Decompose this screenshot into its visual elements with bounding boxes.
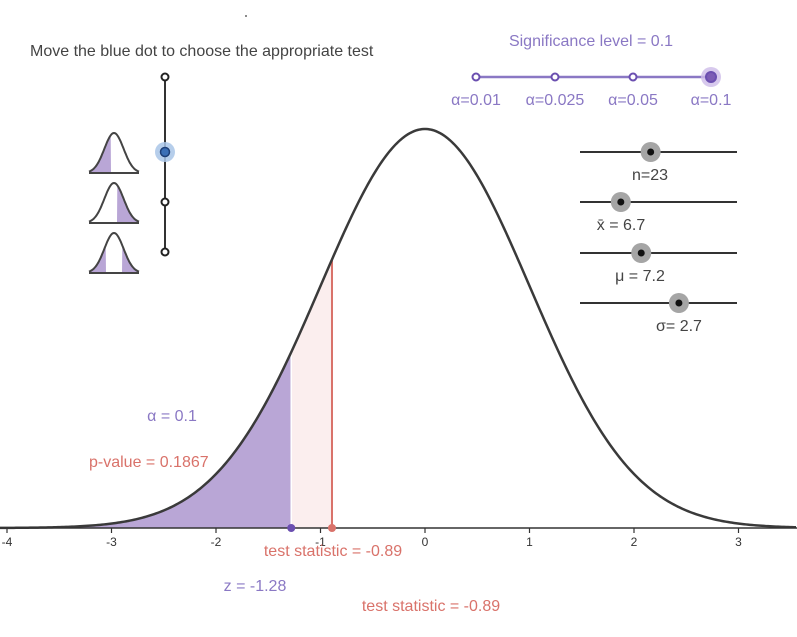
test-type-selected-dot[interactable] [159,146,171,158]
slider-knob[interactable] [617,198,625,206]
icon-shaded-tail [122,245,139,273]
significance-option-label: α=0.05 [608,92,658,109]
significance-option-point[interactable] [550,72,560,82]
slider-knob[interactable] [647,148,655,156]
x-tick-label: 2 [631,535,638,549]
slider-mu[interactable]: μ = 7.2 [580,243,737,285]
significance-option-label: α=0.1 [691,92,732,109]
test-type-option-two[interactable] [160,247,170,257]
x-tick-label: -4 [2,535,13,549]
slider-label: x̄ = 6.7 [597,217,646,234]
right-tail-curve-icon [88,181,140,224]
p-value-label: p-value = 0.1867 [89,454,209,471]
alpha-label: α = 0.1 [147,408,197,425]
x-tick-label: 3 [735,535,742,549]
test-statistic-point[interactable] [327,524,336,532]
instruction-text: Move the blue dot to choose the appropri… [30,43,374,60]
x-tick-label: -3 [106,535,117,549]
icon-curve [88,181,140,223]
significance-option-label: α=0.01 [451,92,501,109]
slider-knob[interactable] [637,249,645,257]
stray-mark [245,15,247,17]
test-type-option-right[interactable] [160,197,170,207]
alpha-region [0,352,292,528]
icon-shaded-tail [89,135,111,173]
slider-knob[interactable] [675,299,683,307]
slider-label: σ= 2.7 [656,318,702,335]
x-tick-label: -1 [315,535,326,549]
significance-option-label: α=0.025 [526,92,585,109]
icon-shaded-tail [117,185,139,223]
slider-n[interactable]: n=23 [580,142,737,184]
slider-label: n=23 [632,167,668,184]
test-statistic-axis-label: test statistic = -0.89 [264,543,402,560]
critical-value-point[interactable] [287,524,296,532]
p-value-region [291,259,332,528]
significance-slider[interactable]: α=0.01 α=0.025 α=0.05 α=0.1 [451,67,732,109]
slider-xbar[interactable]: x̄ = 6.7 [580,192,737,234]
normal-curve [0,127,797,530]
significance-option-point[interactable] [628,72,638,82]
significance-title: Significance level = 0.1 [509,33,673,50]
test-type-top-point[interactable] [160,72,170,82]
test-statistic-bottom-label: test statistic = -0.89 [362,598,500,615]
slider-label: μ = 7.2 [615,268,665,285]
icon-curve [88,131,140,173]
x-tick-label: -2 [211,535,222,549]
normal-distribution-chart: -4 -3 -2 -1 0 1 2 3 [0,127,797,549]
icon-shaded-tail [89,245,106,273]
slider-sigma[interactable]: σ= 2.7 [580,293,737,335]
significance-option-point[interactable] [471,72,481,82]
significance-option-point[interactable] [705,71,717,83]
icon-curve [88,231,140,273]
z-label: z = -1.28 [224,578,287,595]
x-tick-label: 1 [526,535,533,549]
left-tail-curve-icon [88,131,140,174]
x-tick-label: 0 [422,535,429,549]
test-type-selector[interactable] [155,72,175,257]
two-tail-curve-icon [88,231,140,274]
